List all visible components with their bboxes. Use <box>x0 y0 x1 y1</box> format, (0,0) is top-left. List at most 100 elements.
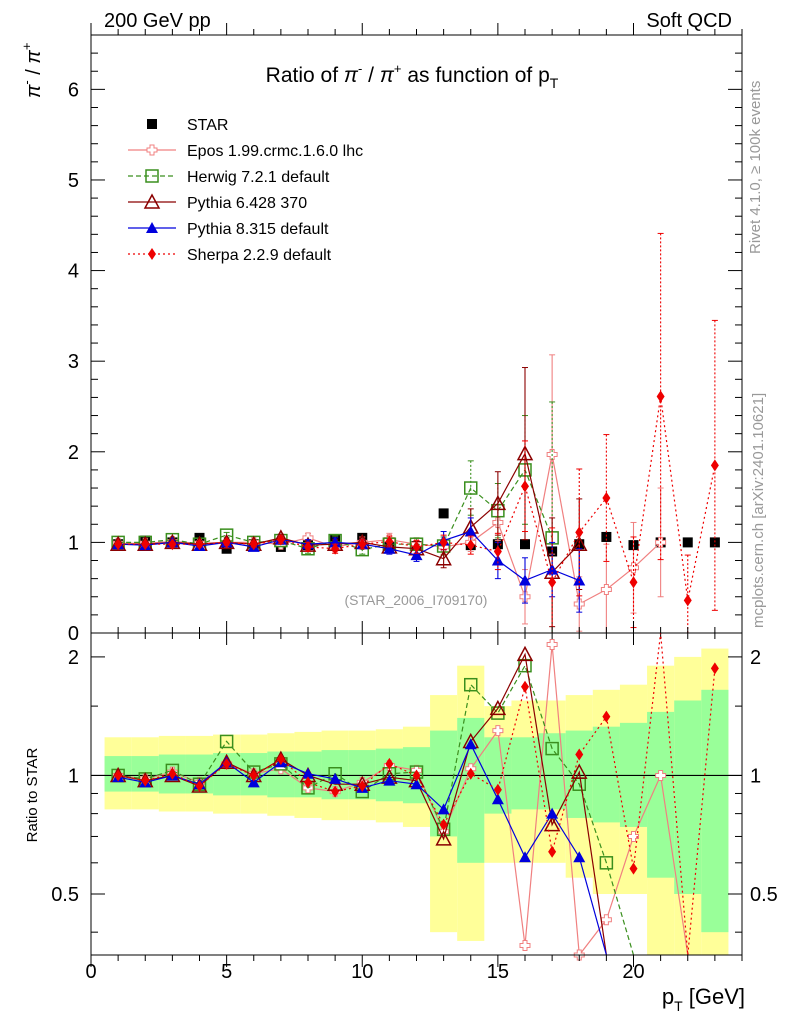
point-pythia-8-315-default <box>573 574 586 586</box>
main-ylabel: π- / π+ <box>19 43 45 98</box>
point-sherpa-2-2-9-default <box>602 710 611 723</box>
band-inner <box>701 689 729 933</box>
main-title: Ratio of π- / π+ as function of pT <box>266 61 559 91</box>
point-sherpa-2-2-9-default <box>249 538 258 551</box>
series-line-herwig-7-2-1-default <box>118 468 553 551</box>
point-pythia-6-428-370 <box>489 699 507 716</box>
y-tick-label: 6 <box>68 79 79 101</box>
mcplots-label: mcplots.cern.ch [arXiv:2401.10621] <box>750 393 767 628</box>
band-inner <box>674 700 702 894</box>
series-line-herwig-7-2-1-default <box>118 664 635 956</box>
point-star <box>520 539 530 550</box>
y-tick-label: 5 <box>68 170 79 192</box>
main-marks <box>109 232 720 633</box>
point-pythia-8-315-default <box>410 549 423 561</box>
y-tick-label-right: 0.5 <box>750 884 778 906</box>
point-pythia-8-315-default <box>302 767 314 779</box>
legend-marker-pythia-6-428-370 <box>143 193 161 209</box>
point-sherpa-2-2-9-default <box>575 526 584 539</box>
series-line-sherpa-2-2-9-default <box>117 632 716 956</box>
point-sherpa-2-2-9-default <box>602 491 611 504</box>
legend-marker-pythia-8-315-default <box>146 222 158 233</box>
point-sherpa-2-2-9-default <box>276 533 285 546</box>
point-sherpa-2-2-9-default <box>358 538 367 551</box>
legend-label-herwig-7-2-1-default: Herwig 7.2.1 default <box>187 169 330 186</box>
point-sherpa-2-2-9-default <box>548 576 557 589</box>
point-pythia-8-315-default <box>491 793 504 805</box>
band-inner <box>592 726 620 823</box>
point-pythia-8-315-default <box>464 525 477 537</box>
point-sherpa-2-2-9-default <box>168 538 177 551</box>
point-sherpa-2-2-9-default <box>331 785 340 798</box>
rivet-label: Rivet 4.1.0, ≥ 100k events <box>747 81 764 254</box>
band-inner <box>511 737 539 810</box>
header-left: 200 GeV pp <box>104 10 211 32</box>
point-star <box>682 537 693 548</box>
point-sherpa-2-2-9-default <box>412 540 421 553</box>
legend-marker-star <box>147 119 157 129</box>
point-sherpa-2-2-9-default <box>412 769 421 782</box>
point-herwig-7-2-1-default <box>464 677 478 692</box>
point-sherpa-2-2-9-default <box>222 757 231 770</box>
point-pythia-6-428-370 <box>570 763 588 779</box>
point-pythia-6-428-370 <box>435 550 452 566</box>
point-epos-1-99-crmc-1-6-0-lhc <box>600 584 612 596</box>
legend-marker-sherpa-2-2-9-default <box>148 248 156 260</box>
y-tick-label-right: 2 <box>750 647 761 669</box>
point-pythia-8-315-default <box>329 772 342 784</box>
point-sherpa-2-2-9-default <box>439 818 448 831</box>
point-epos-1-99-crmc-1-6-0-lhc <box>628 830 639 842</box>
y-tick-label: 1 <box>68 765 79 787</box>
legend-marker-epos-1-99-crmc-1-6-0-lhc <box>146 144 158 156</box>
point-sherpa-2-2-9-default <box>358 780 367 793</box>
point-pythia-8-315-default <box>383 542 396 554</box>
y-tick-label: 2 <box>68 442 79 464</box>
main-panel: 0 1 2 3 4 5 6 Ratio of π- / π+ as function of … <box>19 23 743 645</box>
point-star <box>438 508 449 519</box>
point-sherpa-2-2-9-default <box>114 538 123 551</box>
point-sherpa-2-2-9-default <box>304 540 312 553</box>
point-sherpa-2-2-9-default <box>276 753 285 766</box>
point-sherpa-2-2-9-default <box>331 542 340 555</box>
point-herwig-7-2-1-default <box>599 856 614 870</box>
point-sherpa-2-2-9-default <box>114 769 123 782</box>
legend-label-pythia-6-428-370: Pythia 6.428 370 <box>187 195 307 212</box>
point-sherpa-2-2-9-default <box>195 780 204 793</box>
point-sherpa-2-2-9-default <box>385 757 394 770</box>
point-sherpa-2-2-9-default <box>683 594 692 607</box>
y-tick-label: 0.5 <box>51 884 79 906</box>
point-sherpa-2-2-9-default <box>141 538 150 551</box>
point-pythia-8-315-default <box>573 851 586 863</box>
point-herwig-7-2-1-default <box>464 481 478 495</box>
point-pythia-8-315-default <box>383 774 396 786</box>
point-sherpa-2-2-9-default <box>466 539 475 552</box>
ratio-ylabel: Ratio to STAR <box>24 747 41 842</box>
x-axis-label: pT [GeV] <box>662 984 745 1014</box>
point-sherpa-2-2-9-default <box>521 680 529 693</box>
ratio-ticks: 0.5 0.51 12 20 5 10 15 20 <box>51 621 778 983</box>
point-herwig-7-2-1-default <box>219 734 234 749</box>
ratio-panel: 0.5 0.51 12 20 5 10 15 20 Ratio to STAR pT [GeV… <box>24 621 778 1014</box>
point-sherpa-2-2-9-default <box>466 767 475 780</box>
point-pythia-8-315-default <box>464 738 477 750</box>
point-sherpa-2-2-9-default <box>710 459 719 472</box>
point-epos-1-99-crmc-1-6-0-lhc <box>492 725 504 737</box>
point-pythia-8-315-default <box>491 554 504 566</box>
point-sherpa-2-2-9-default <box>249 769 258 782</box>
legend: STAR Epos 1.99.crmc.1.6.0 lhc Herwig 7.2.1… <box>128 117 363 264</box>
x-tick-label: 10 <box>351 961 373 983</box>
point-sherpa-2-2-9-default <box>548 845 557 858</box>
x-tick-label: 5 <box>221 961 232 983</box>
point-sherpa-2-2-9-default <box>141 774 150 787</box>
point-sherpa-2-2-9-default <box>439 536 448 549</box>
point-sherpa-2-2-9-default <box>575 748 584 761</box>
point-pythia-6-428-370 <box>516 445 534 461</box>
ratio-marks <box>109 632 719 961</box>
point-star <box>601 531 612 542</box>
point-sherpa-2-2-9-default <box>521 480 529 493</box>
point-pythia-6-428-370 <box>543 816 561 832</box>
point-sherpa-2-2-9-default <box>493 783 502 796</box>
point-sherpa-2-2-9-default <box>222 536 231 549</box>
y-tick-label: 4 <box>68 261 79 283</box>
